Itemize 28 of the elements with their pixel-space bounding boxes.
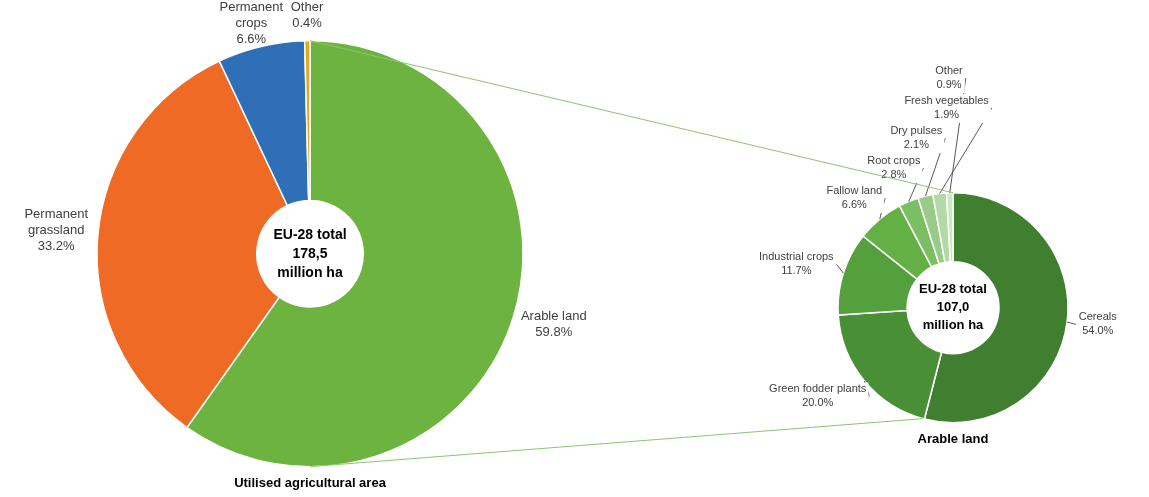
slice-label: Root crops (867, 153, 921, 166)
data-label: 6.6% (841, 197, 868, 210)
text: Utilised agricultural area (234, 474, 387, 490)
slice-label: Arable land (520, 308, 587, 324)
slice-label: Green fodder plants (769, 382, 867, 395)
slice-label: Other (290, 0, 324, 15)
data-label: 54.0% (1082, 323, 1114, 336)
slice-label: Other (935, 63, 964, 76)
text: EU-28 total 178,5 million ha (273, 225, 347, 280)
slice-label: Dry pulses (890, 123, 943, 136)
data-label: 2.1% (903, 137, 930, 150)
data-label: 0.9% (936, 77, 962, 90)
data-label: 11.7% (781, 263, 812, 276)
data-label: 6.6% (236, 31, 267, 47)
slice-label: Permanent grassland (24, 206, 89, 238)
text: EU-28 total 107,0 million ha (919, 281, 987, 333)
text: Arable land (917, 430, 989, 446)
data-label: 59.8% (535, 324, 573, 340)
data-label: 0.4% (292, 15, 323, 31)
slice-label: Fresh vegetables (904, 93, 990, 106)
slice-label: Fallow land (826, 183, 883, 196)
data-label: 33.2% (37, 238, 76, 254)
data-label: 20.0% (802, 396, 834, 409)
data-label: 1.9% (934, 107, 960, 120)
slice-label: Cereals (1078, 309, 1118, 322)
slice-label: Industrial crops (759, 249, 835, 262)
data-label: 2.8% (881, 167, 907, 180)
slice-label: Permanent crops (219, 0, 284, 31)
